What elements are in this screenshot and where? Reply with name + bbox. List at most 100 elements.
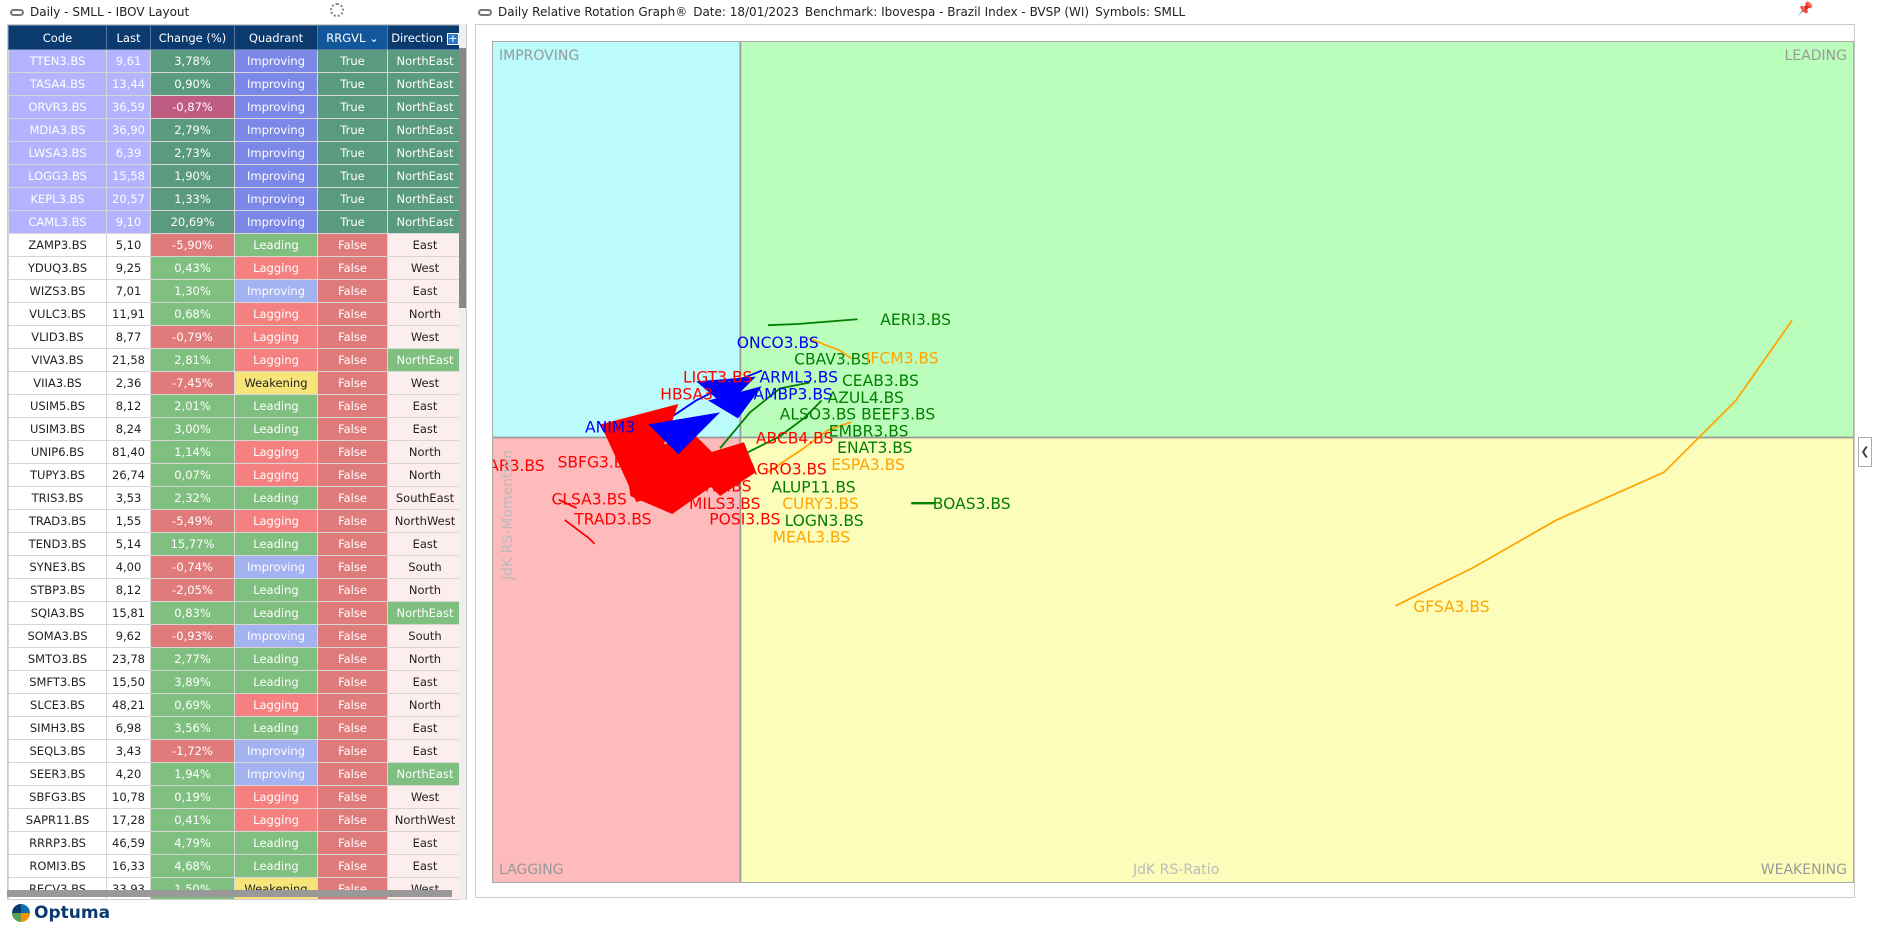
symbol-label[interactable]: MILS3.BS xyxy=(689,495,760,513)
symbol-label[interactable]: POSI3.BS xyxy=(709,511,780,529)
cell-code: VLID3.BS xyxy=(8,325,107,349)
column-header-code[interactable]: Code xyxy=(8,25,107,50)
cell-quadrant: Lagging xyxy=(234,302,318,326)
symbol-label[interactable]: AMBP3.BS xyxy=(754,385,833,403)
table-row[interactable]: SYNE3.BS 4,00 -0,74% Improving False South xyxy=(8,555,463,579)
column-header-rrgvl[interactable]: RRGVL ⌄ xyxy=(317,25,388,50)
x-axis-label: JdK RS-Ratio xyxy=(1133,862,1220,878)
table-row[interactable]: SAPR11.BS 17,28 0,41% Lagging False NorthWest xyxy=(8,808,463,832)
table-row[interactable]: SOMA3.BS 9,62 -0,93% Improving False South xyxy=(8,624,463,648)
link-icon[interactable] xyxy=(10,8,24,16)
symbol-label[interactable]: BOAS3.BS xyxy=(933,495,1011,513)
cell-direction: North xyxy=(387,463,463,487)
symbol-label[interactable]: ALSO3.BS xyxy=(780,406,856,424)
table-row[interactable]: TASA4.BS 13,44 0,90% Improving True NorthEast xyxy=(8,72,463,96)
symbol-label[interactable]: LIGT3.BS xyxy=(683,369,752,387)
symbol-label[interactable]: ABCB4.BS xyxy=(756,429,834,447)
scrollbar-thumb[interactable] xyxy=(459,48,466,308)
symbol-label[interactable]: SBFG3.BS xyxy=(558,453,634,471)
table-row[interactable]: TTEN3.BS 9,61 3,78% Improving True NorthEast xyxy=(8,49,463,73)
symbol-label[interactable]: CBAV3.BS xyxy=(794,351,871,369)
table-row[interactable]: SMTO3.BS 23,78 2,77% Leading False North xyxy=(8,647,463,671)
symbol-label[interactable]: ONCO3.BS xyxy=(737,334,819,352)
cell-last: 10,78 xyxy=(106,785,151,809)
table-row[interactable]: SQIA3.BS 15,81 0,83% Leading False NorthEast xyxy=(8,601,463,625)
table-row[interactable]: SEQL3.BS 3,43 -1,72% Improving False East xyxy=(8,739,463,763)
link-icon[interactable] xyxy=(478,8,492,16)
column-header-last[interactable]: Last xyxy=(106,25,151,50)
symbol-label[interactable]: IFCM3.BS xyxy=(866,349,939,367)
table-row[interactable]: SLCE3.BS 48,21 0,69% Lagging False North xyxy=(8,693,463,717)
table-vertical-scrollbar[interactable] xyxy=(459,24,466,900)
add-column-icon[interactable]: + xyxy=(446,31,459,45)
symbol-label[interactable]: ARML3.BS xyxy=(760,369,838,387)
symbol-label[interactable]: ESPA3.BS xyxy=(831,456,905,474)
symbol-label[interactable]: AZUL4.BS xyxy=(828,389,904,407)
table-row[interactable]: ZAMP3.BS 5,10 -5,90% Leading False East xyxy=(8,233,463,257)
symbol-label[interactable]: AR3.BS xyxy=(493,457,545,475)
table-row[interactable]: WIZS3.BS 7,01 1,30% Improving False East xyxy=(8,279,463,303)
symbol-label[interactable]: CURY3.BS xyxy=(782,495,858,513)
cell-direction: North xyxy=(387,647,463,671)
symbol-label[interactable]: ALUP11.BS xyxy=(771,478,855,496)
table-row[interactable]: TRAD3.BS 1,55 -5,49% Lagging False NorthWest xyxy=(8,509,463,533)
table-row[interactable]: CAML3.BS 9,10 20,69% Improving True NorthEast xyxy=(8,210,463,234)
cell-last: 36,59 xyxy=(106,95,151,119)
symbol-label[interactable]: CASH3.BS xyxy=(673,477,751,495)
table-row[interactable]: ORVR3.BS 36,59 -0,87% Improving True NorthEas… xyxy=(8,95,463,119)
table-row[interactable]: SBFG3.BS 10,78 0,19% Lagging False West xyxy=(8,785,463,809)
cell-last: 5,10 xyxy=(106,233,151,257)
symbol-label[interactable]: GFSA3.BS xyxy=(1413,598,1489,616)
table-row[interactable]: TUPY3.BS 26,74 0,07% Lagging False North xyxy=(8,463,463,487)
table-row[interactable]: SIMH3.BS 6,98 3,56% Leading False East xyxy=(8,716,463,740)
table-row[interactable]: KEPL3.BS 20,57 1,33% Improving True NorthEast xyxy=(8,187,463,211)
table-row[interactable]: UNIP6.BS 81,40 1,14% Lagging False North xyxy=(8,440,463,464)
column-header-quadrant[interactable]: Quadrant xyxy=(234,25,318,50)
cell-quadrant: Lagging xyxy=(234,348,318,372)
table-row[interactable]: LOGG3.BS 15,58 1,90% Improving True NorthEast xyxy=(8,164,463,188)
table-horizontal-scrollbar[interactable] xyxy=(7,890,452,897)
table-row[interactable]: RRRP3.BS 46,59 4,79% Leading False East xyxy=(8,831,463,855)
collapse-panel-button[interactable]: ❮ xyxy=(1858,437,1872,467)
table-row[interactable]: YDUQ3.BS 9,25 0,43% Lagging False West xyxy=(8,256,463,280)
cell-code: VIVA3.BS xyxy=(8,348,107,372)
symbol-label[interactable]: LOGN3.BS xyxy=(785,512,864,530)
table-row[interactable]: VIIA3.BS 2,36 -7,45% Weakening False West xyxy=(8,371,463,395)
table-row[interactable]: SEER3.BS 4,20 1,94% Improving False NorthEast xyxy=(8,762,463,786)
table-row[interactable]: USIM5.BS 8,12 2,01% Leading False East xyxy=(8,394,463,418)
rrg-plot-area[interactable]: AERI3.BS ONCO3.BS CBAV3.BS IFCM3.BS LIGT3.BS… xyxy=(492,41,1854,883)
table-row[interactable]: VIVA3.BS 21,58 2,81% Lagging False NorthEast xyxy=(8,348,463,372)
table-row[interactable]: TEND3.BS 5,14 15,77% Leading False East xyxy=(8,532,463,556)
pin-icon[interactable]: 📌 xyxy=(1797,2,1814,17)
column-header-direction[interactable]: Direction + xyxy=(387,25,463,50)
symbol-label[interactable]: EMBR3.BS xyxy=(829,422,909,440)
symbol-label[interactable]: HBSA3 xyxy=(660,385,713,403)
symbol-label[interactable]: CLSA3.BS xyxy=(552,490,627,508)
table-row[interactable]: SMFT3.BS 15,50 3,89% Leading False East xyxy=(8,670,463,694)
table-row[interactable]: VULC3.BS 11,91 0,68% Lagging False North xyxy=(8,302,463,326)
symbol-label[interactable]: MEAL3.BS xyxy=(773,529,850,547)
symbol-label[interactable]: AGRO3.BS xyxy=(746,461,826,479)
symbol-label[interactable]: CEAB3.BS xyxy=(842,372,919,390)
table-row[interactable]: LWSA3.BS 6,39 2,73% Improving True NorthEast xyxy=(8,141,463,165)
symbol-label[interactable]: ENAT3.BS xyxy=(837,439,912,457)
table-row[interactable]: STBP3.BS 8,12 -2,05% Leading False North xyxy=(8,578,463,602)
table-row[interactable]: VLID3.BS 8,77 -0,79% Lagging False West xyxy=(8,325,463,349)
symbol-label[interactable]: BEEF3.BS xyxy=(861,406,935,424)
cell-direction: NorthEast xyxy=(387,348,463,372)
symbol-label[interactable]: TRAD3.BS xyxy=(573,511,651,529)
table-row[interactable]: MDIA3.BS 36,90 2,79% Improving True NorthEast xyxy=(8,118,463,142)
red-arrowhead xyxy=(684,442,756,497)
symbol-label[interactable]: AERI3.BS xyxy=(880,311,951,329)
cell-last: 11,91 xyxy=(106,302,151,326)
table-row[interactable]: ROMI3.BS 16,33 4,68% Leading False East xyxy=(8,854,463,878)
column-header-change[interactable]: Change (%) xyxy=(150,25,235,50)
table-row[interactable]: USIM3.BS 8,24 3,00% Leading False East xyxy=(8,417,463,441)
cell-code: SLCE3.BS xyxy=(8,693,107,717)
cell-quadrant: Leading xyxy=(234,233,318,257)
cell-code: YDUQ3.BS xyxy=(8,256,107,280)
table-row[interactable]: TRIS3.BS 3,53 2,32% Leading False SouthEast xyxy=(8,486,463,510)
cell-direction: West xyxy=(387,256,463,280)
refresh-icon[interactable] xyxy=(330,3,344,17)
symbol-label[interactable]: ANIM3 xyxy=(585,419,635,437)
